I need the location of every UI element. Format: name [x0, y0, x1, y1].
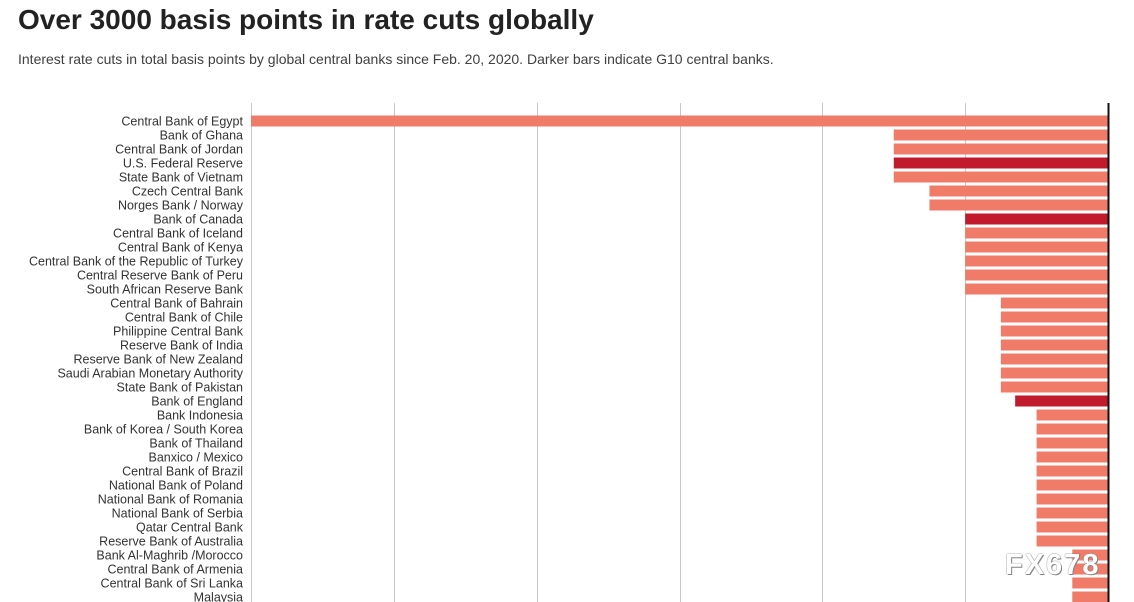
category-label: National Bank of Romania	[98, 493, 243, 507]
category-label: Banxico / Mexico	[149, 451, 244, 465]
bar	[1072, 591, 1108, 602]
chart-title: Over 3000 basis points in rate cuts glob…	[18, 4, 594, 35]
category-label: Reserve Bank of India	[120, 339, 243, 353]
category-label: Bank of Korea / South Korea	[84, 423, 243, 437]
category-label: Saudi Arabian Monetary Authority	[57, 367, 243, 381]
category-label: Central Bank of Jordan	[115, 143, 243, 157]
bar	[1000, 339, 1108, 351]
category-label: Central Reserve Bank of Peru	[77, 269, 243, 283]
bar	[893, 157, 1108, 169]
bar	[893, 143, 1108, 155]
chart-subtitle: Interest rate cuts in total basis points…	[18, 51, 774, 67]
category-label: Bank of England	[151, 395, 243, 409]
category-label: Czech Central Bank	[132, 185, 244, 199]
bar	[1036, 507, 1108, 519]
bar	[1036, 409, 1108, 421]
category-label: Central Bank of Chile	[125, 311, 243, 325]
bar	[893, 171, 1108, 183]
category-label: State Bank of Vietnam	[119, 171, 243, 185]
bar	[1000, 367, 1108, 379]
bar	[1036, 521, 1108, 533]
bar	[1036, 423, 1108, 435]
bar	[1000, 311, 1108, 323]
bar	[1036, 465, 1108, 477]
category-label: National Bank of Serbia	[112, 507, 243, 521]
watermark-logo: FX678	[1005, 549, 1101, 581]
bar	[1000, 353, 1108, 365]
bar	[1036, 451, 1108, 463]
category-label: Central Bank of Kenya	[118, 241, 243, 255]
bar	[1072, 577, 1108, 589]
bar	[1036, 437, 1108, 449]
category-label: U.S. Federal Reserve	[123, 157, 243, 171]
category-label: Bank of Canada	[153, 213, 243, 227]
category-label: Reserve Bank of New Zealand	[73, 353, 243, 367]
category-label: Central Bank of Egypt	[121, 115, 243, 129]
category-label: Norges Bank / Norway	[118, 199, 244, 213]
category-label: Reserve Bank of Australia	[99, 535, 243, 549]
bar	[251, 115, 1108, 127]
category-label: Bank Indonesia	[157, 409, 243, 423]
category-label: Central Bank of Armenia	[108, 563, 244, 577]
bar	[965, 213, 1108, 225]
bar	[929, 185, 1108, 197]
bar	[965, 255, 1108, 267]
bar	[965, 227, 1108, 239]
category-label: Bank of Ghana	[160, 129, 243, 143]
category-label: Malaysia	[194, 591, 243, 602]
bar	[1036, 479, 1108, 491]
bar	[929, 199, 1108, 211]
bar	[1000, 325, 1108, 337]
bar	[1036, 493, 1108, 505]
category-label: National Bank of Poland	[109, 479, 243, 493]
category-label: Bank Al-Maghrib /Morocco	[96, 549, 243, 563]
category-label: State Bank of Pakistan	[117, 381, 244, 395]
bar	[1072, 549, 1108, 561]
bar	[893, 129, 1108, 141]
bar	[965, 241, 1108, 253]
category-label: Central Bank of Iceland	[113, 227, 243, 241]
category-label: Central Bank of Sri Lanka	[101, 577, 243, 591]
category-label: Central Bank of the Republic of Turkey	[29, 255, 244, 269]
bar	[1000, 381, 1108, 393]
category-label: Philippine Central Bank	[113, 325, 244, 339]
bar	[1036, 535, 1108, 547]
bar	[965, 283, 1108, 295]
bar	[1015, 395, 1108, 407]
category-label: Central Bank of Bahrain	[110, 297, 243, 311]
bar	[965, 269, 1108, 281]
bar	[1072, 563, 1108, 575]
category-label: South African Reserve Bank	[87, 283, 244, 297]
category-label: Bank of Thailand	[149, 437, 243, 451]
bar	[1000, 297, 1108, 309]
category-label: Qatar Central Bank	[136, 521, 244, 535]
category-label: Central Bank of Brazil	[122, 465, 243, 479]
